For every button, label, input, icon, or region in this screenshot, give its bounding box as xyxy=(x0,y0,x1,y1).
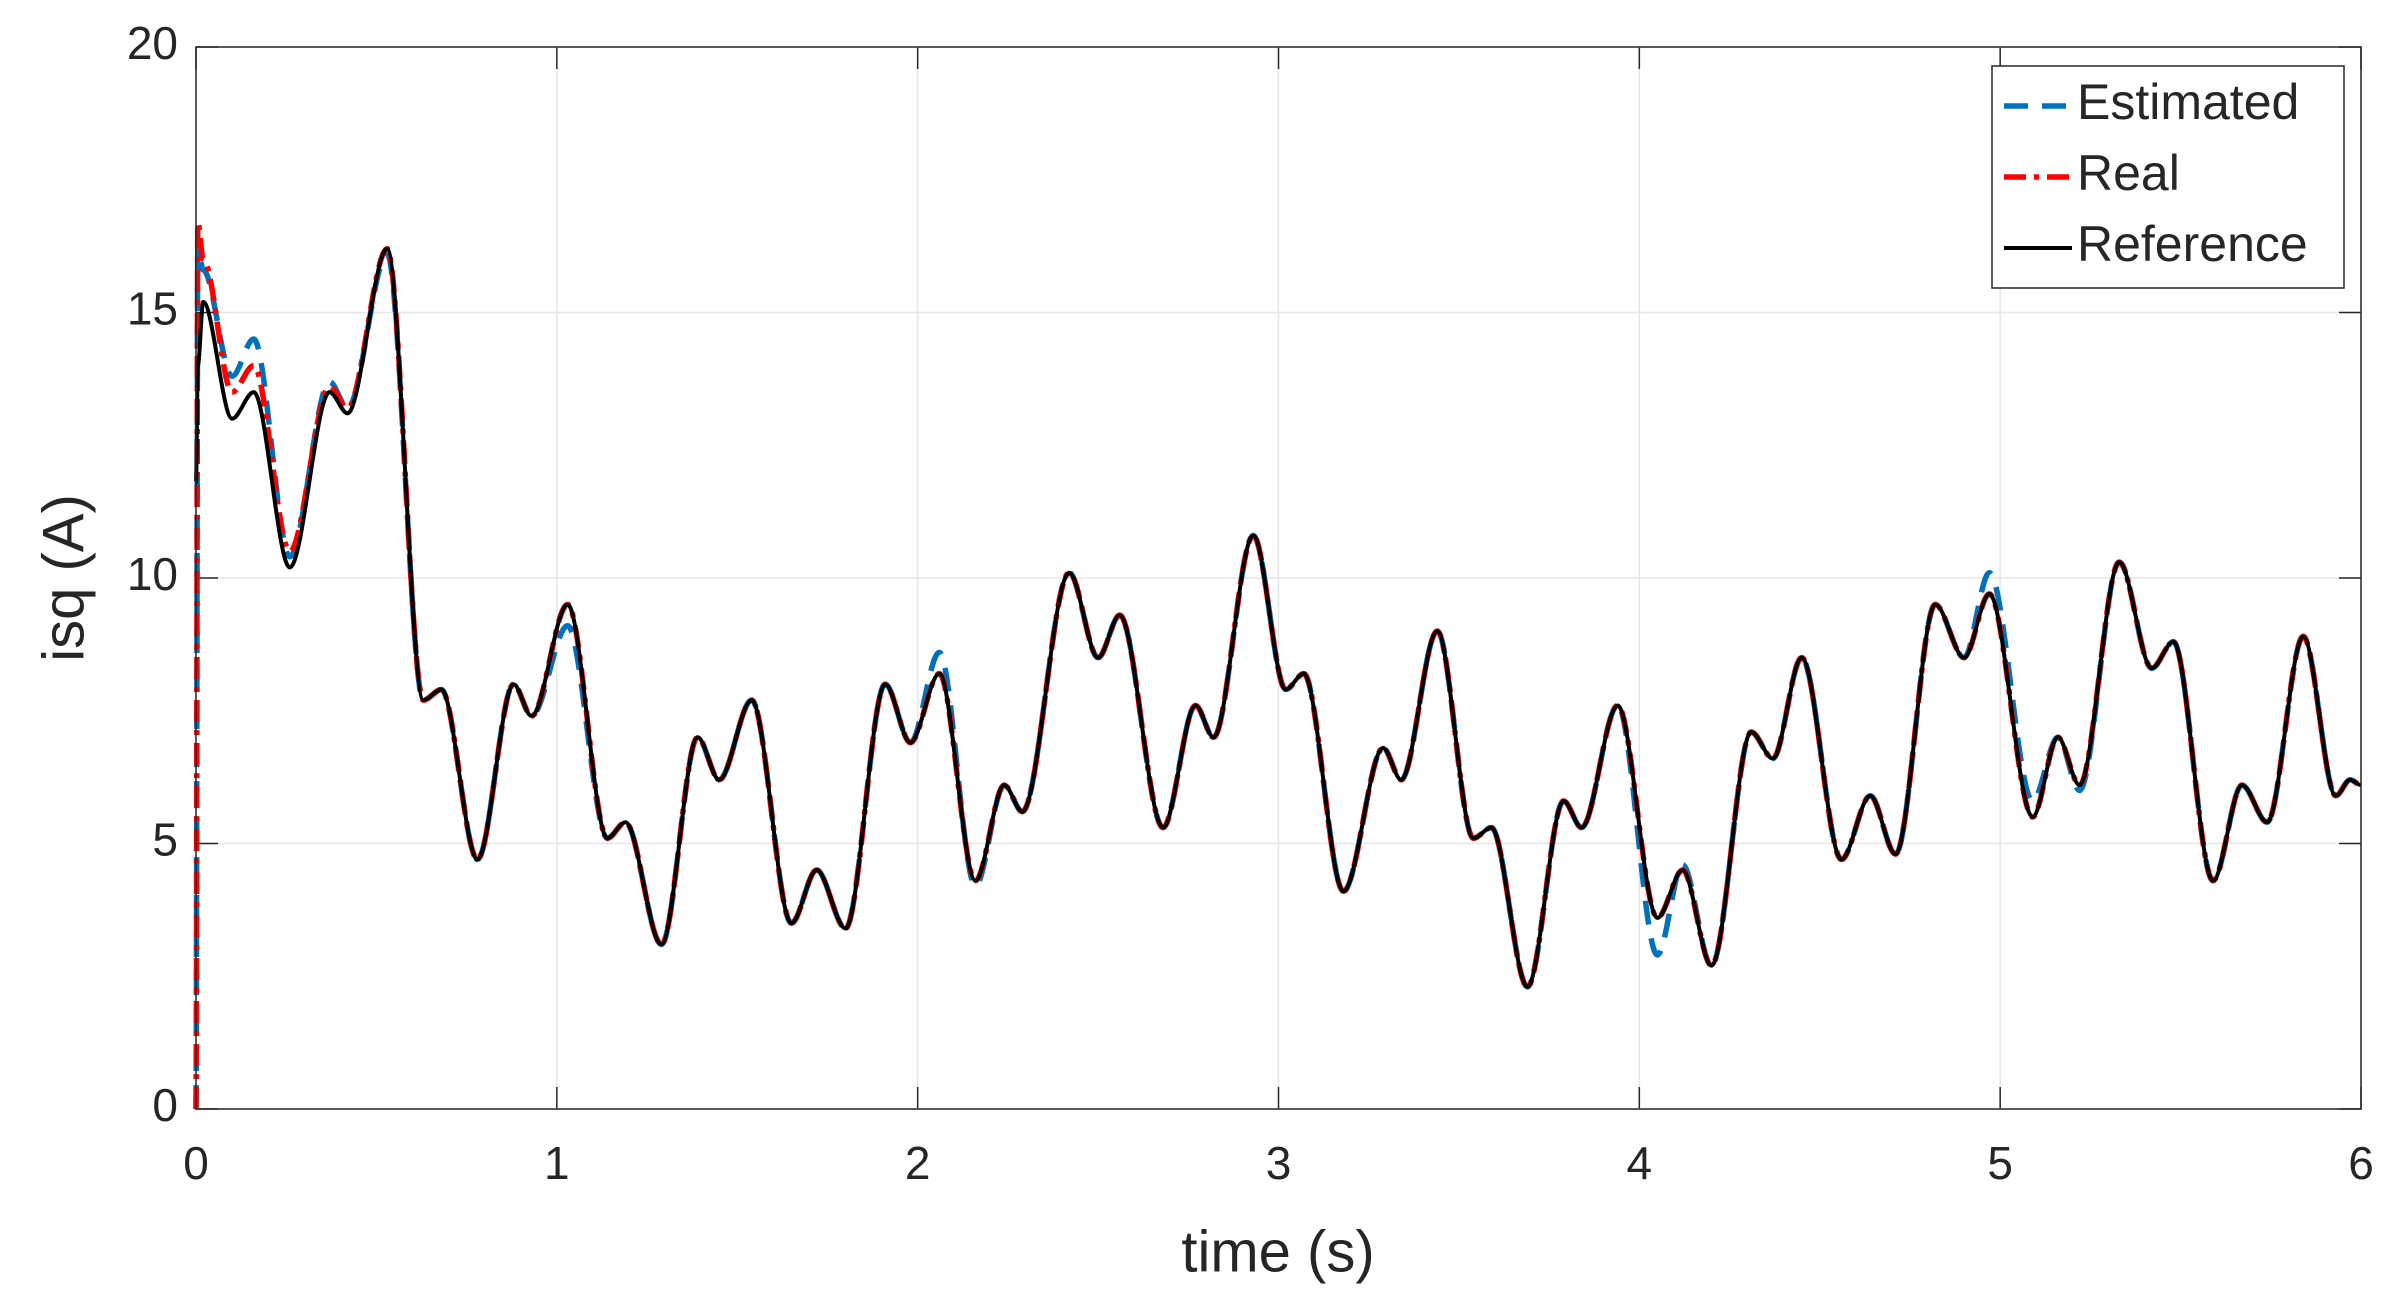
x-tick-label: 4 xyxy=(1627,1137,1653,1189)
legend-label: Estimated xyxy=(2077,74,2299,130)
y-tick-label: 5 xyxy=(152,814,178,866)
y-axis-label: isq (A) xyxy=(31,494,96,662)
x-tick-label: 3 xyxy=(1266,1137,1292,1189)
data-line xyxy=(193,246,2362,1111)
y-tick-label: 15 xyxy=(127,283,178,335)
x-tick-label: 0 xyxy=(183,1137,209,1189)
y-tick-label: 0 xyxy=(152,1079,178,1131)
x-tick-label: 6 xyxy=(2348,1137,2374,1189)
x-axis-label: time (s) xyxy=(1181,1219,1374,1284)
legend-label: Reference xyxy=(2077,216,2308,272)
x-tick-label: 2 xyxy=(905,1137,931,1189)
y-tick-label: 20 xyxy=(127,17,178,69)
plot-frame xyxy=(195,46,2362,1110)
data-line xyxy=(194,246,2362,989)
legend-label: Real xyxy=(2077,145,2180,201)
x-tick-label: 5 xyxy=(1987,1137,2013,1189)
y-tick-label: 10 xyxy=(127,548,178,600)
x-tick-label: 1 xyxy=(544,1137,570,1189)
